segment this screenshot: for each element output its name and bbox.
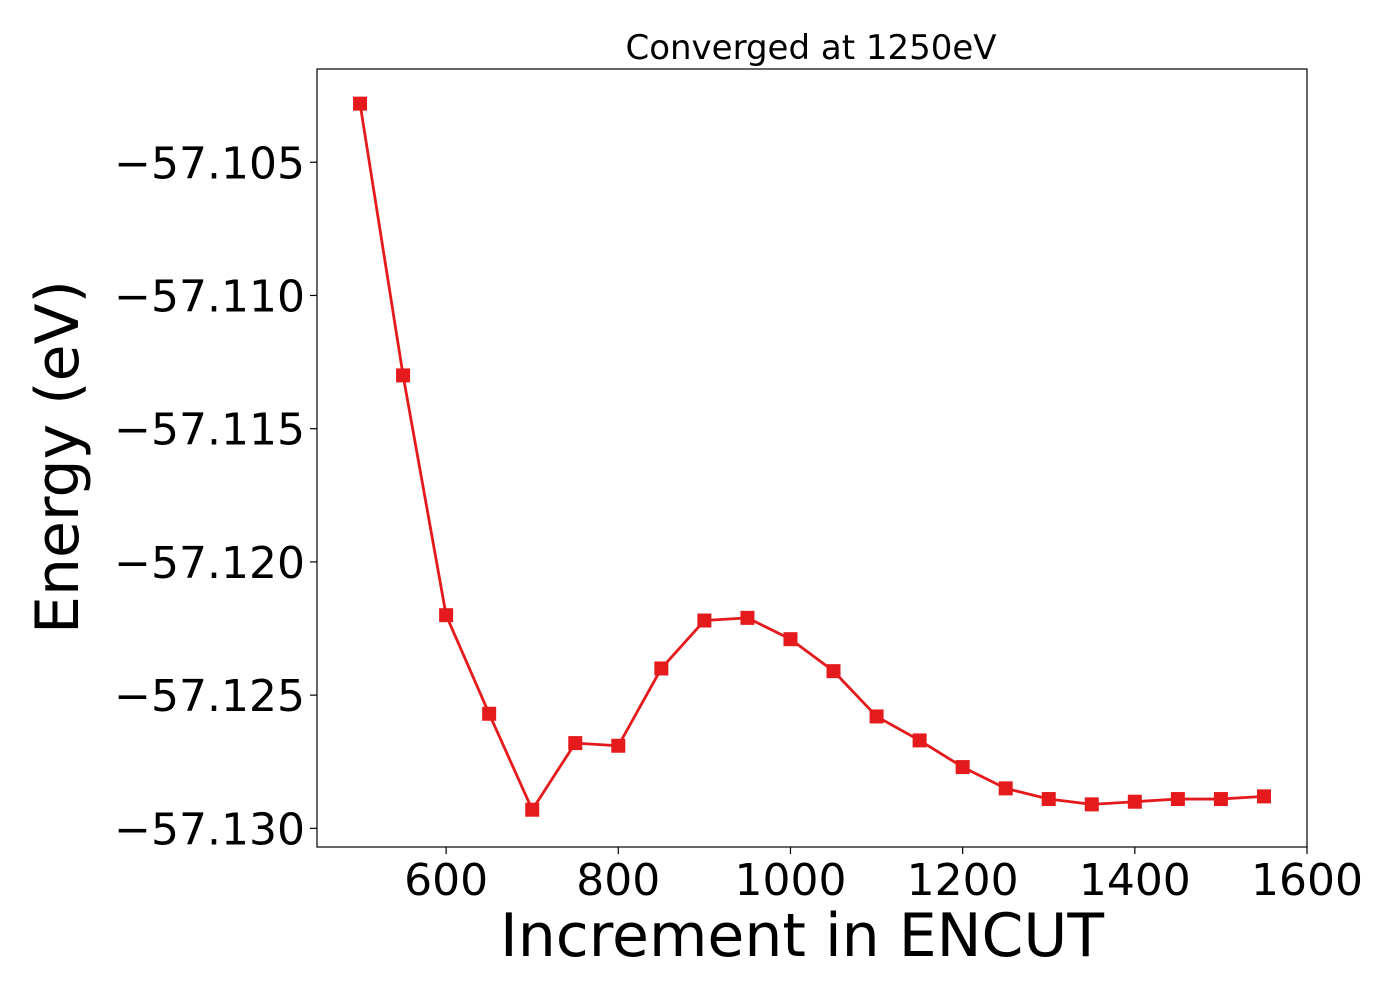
series-line [358,103,1265,812]
plot-frame [316,68,1308,848]
y-tick-label: −57.130 [114,804,305,855]
y-axis: −57.105 −57.110 −57.115 −57.120 −57.125 −57.1… [114,138,317,855]
x-tick-label: 1200 [907,855,1019,906]
x-tick-label: 1600 [1251,855,1363,906]
data-point-marker [1041,792,1056,807]
data-point-marker [611,738,626,753]
y-tick-label: −57.110 [114,271,305,322]
data-point-marker [1256,789,1271,804]
data-point-marker [1213,792,1228,807]
data-point-marker [525,802,540,817]
data-point-marker [568,736,583,751]
x-tick-label: 600 [404,855,488,906]
data-point-marker [955,760,970,775]
y-tick-label: −57.125 [114,671,305,722]
data-point-marker [482,706,497,721]
data-point-marker [396,368,411,383]
x-axis-title: Increment in ENCUT [500,901,1104,971]
data-point-marker [654,661,669,676]
y-axis-title: Energy (eV) [23,280,93,634]
data-point-marker [1084,797,1099,812]
y-tick-label: −57.105 [114,138,305,189]
y-tick-label: −57.120 [114,538,305,589]
data-point-marker [697,613,712,628]
data-point-marker [998,781,1013,796]
data-point-marker [826,664,841,679]
data-point-marker [783,632,798,647]
data-point-marker [439,608,454,623]
plot-area [316,68,1308,848]
data-point-marker [353,96,368,111]
data-point-marker [740,610,755,625]
data-point-marker [912,733,927,748]
x-axis: 600 800 1000 1200 1400 1600 [404,847,1363,906]
data-point-marker [1170,792,1185,807]
x-tick-label: 1000 [734,855,846,906]
data-point-marker [869,709,884,724]
y-tick-label: −57.115 [114,405,305,456]
x-tick-label: 800 [576,855,660,906]
chart-title: Converged at 1250eV [625,28,996,68]
x-tick-label: 1400 [1079,855,1191,906]
data-point-marker [1127,794,1142,809]
